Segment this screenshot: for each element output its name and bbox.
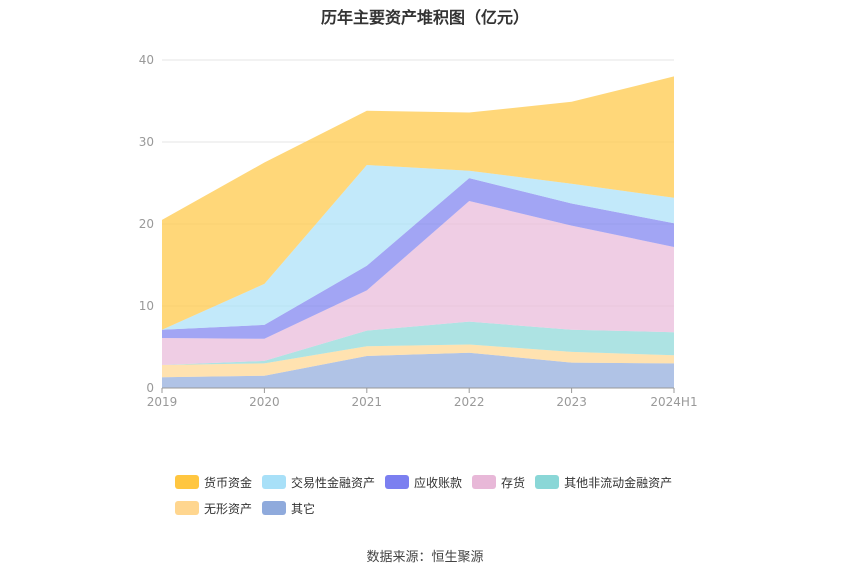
y-tick-label: 20 [139, 217, 154, 231]
area-series-3 [162, 201, 674, 365]
area-series-1 [162, 344, 674, 378]
legend-item[interactable]: 其他非流动金融资产 [535, 473, 672, 491]
chart-title: 历年主要资产堆积图（亿元） [320, 8, 529, 27]
area-series-5 [162, 165, 674, 330]
data-source: 数据来源：恒生聚源 [366, 550, 484, 565]
legend-swatch [262, 501, 287, 515]
legend-label: 存货 [501, 475, 526, 490]
legend-item[interactable]: 交易性金融资产 [262, 473, 375, 491]
legend-label: 无形资产 [204, 501, 253, 516]
x-tick-label: 2019 [147, 395, 178, 409]
legend-item[interactable]: 应收账款 [385, 473, 462, 491]
x-tick-label: 2024H1 [650, 395, 697, 409]
legend-item[interactable]: 货币资金 [175, 473, 252, 491]
legend-swatch [535, 475, 560, 489]
legend-label: 货币资金 [204, 475, 253, 490]
x-tick-label: 2022 [454, 395, 485, 409]
legend-swatch [385, 475, 410, 489]
legend-item[interactable]: 其它 [262, 499, 315, 517]
chart-legend: 货币资金 交易性金融资产 应收账款 存货 其他非流动金融资产无形资产 其它 [175, 473, 695, 525]
area-series-4 [162, 178, 674, 339]
legend-label: 交易性金融资产 [291, 475, 376, 490]
y-tick-label: 0 [146, 381, 154, 395]
area-series-0 [162, 352, 674, 388]
y-tick-label: 40 [139, 53, 154, 67]
y-tick-label: 30 [139, 135, 154, 149]
stacked-area-chart: 0 10 20 30 40 2019 2020 2021 2022 2023 2024H1 [139, 53, 698, 409]
y-tick-label: 10 [139, 299, 154, 313]
x-tick-label: 2020 [249, 395, 280, 409]
x-tick-label: 2023 [556, 395, 587, 409]
legend-item[interactable]: 存货 [472, 473, 525, 491]
legend-swatch [262, 475, 287, 489]
legend-swatch [175, 475, 199, 489]
legend-label: 其它 [291, 501, 316, 516]
x-tick-label: 2021 [352, 395, 383, 409]
area-series-2 [162, 321, 674, 365]
legend-label: 其他非流动金融资产 [564, 475, 673, 490]
area-series-6 [162, 76, 674, 330]
legend-item[interactable]: 无形资产 [175, 499, 252, 517]
legend-label: 应收账款 [414, 475, 463, 490]
legend-swatch [175, 501, 199, 515]
legend-swatch [472, 475, 497, 489]
